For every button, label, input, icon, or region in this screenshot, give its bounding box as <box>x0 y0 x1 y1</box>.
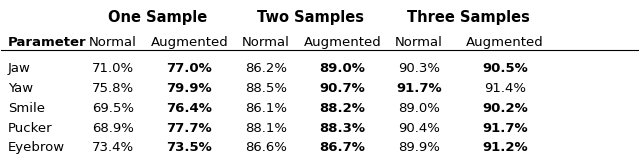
Text: 79.9%: 79.9% <box>166 82 212 95</box>
Text: 88.1%: 88.1% <box>245 122 287 135</box>
Text: 91.4%: 91.4% <box>484 82 526 95</box>
Text: Normal: Normal <box>242 36 290 49</box>
Text: 91.2%: 91.2% <box>482 141 527 154</box>
Text: 86.1%: 86.1% <box>245 102 287 115</box>
Text: 68.9%: 68.9% <box>92 122 134 135</box>
Text: Augmented: Augmented <box>303 36 381 49</box>
Text: Augmented: Augmented <box>150 36 228 49</box>
Text: One Sample: One Sample <box>108 10 207 25</box>
Text: 89.0%: 89.0% <box>398 102 440 115</box>
Text: 89.9%: 89.9% <box>398 141 440 154</box>
Text: 90.2%: 90.2% <box>482 102 527 115</box>
Text: 86.7%: 86.7% <box>319 141 365 154</box>
Text: 77.0%: 77.0% <box>166 62 212 75</box>
Text: Normal: Normal <box>395 36 443 49</box>
Text: 88.2%: 88.2% <box>319 102 365 115</box>
Text: 91.7%: 91.7% <box>396 82 442 95</box>
Text: 88.5%: 88.5% <box>245 82 287 95</box>
Text: 76.4%: 76.4% <box>166 102 212 115</box>
Text: 86.2%: 86.2% <box>245 62 287 75</box>
Text: Normal: Normal <box>89 36 137 49</box>
Text: 90.7%: 90.7% <box>319 82 365 95</box>
Text: 73.5%: 73.5% <box>166 141 212 154</box>
Text: 86.6%: 86.6% <box>245 141 287 154</box>
Text: Eyebrow: Eyebrow <box>8 141 65 154</box>
Text: Jaw: Jaw <box>8 62 31 75</box>
Text: 69.5%: 69.5% <box>92 102 134 115</box>
Text: 75.8%: 75.8% <box>92 82 134 95</box>
Text: Pucker: Pucker <box>8 122 52 135</box>
Text: Yaw: Yaw <box>8 82 33 95</box>
Text: 90.3%: 90.3% <box>398 62 440 75</box>
Text: Three Samples: Three Samples <box>406 10 529 25</box>
Text: Augmented: Augmented <box>466 36 543 49</box>
Text: 91.7%: 91.7% <box>482 122 527 135</box>
Text: 90.5%: 90.5% <box>482 62 527 75</box>
Text: 77.7%: 77.7% <box>166 122 212 135</box>
Text: 90.4%: 90.4% <box>398 122 440 135</box>
Text: 89.0%: 89.0% <box>319 62 365 75</box>
Text: 88.3%: 88.3% <box>319 122 365 135</box>
Text: 73.4%: 73.4% <box>92 141 134 154</box>
Text: 71.0%: 71.0% <box>92 62 134 75</box>
Text: Two Samples: Two Samples <box>257 10 364 25</box>
Text: Smile: Smile <box>8 102 45 115</box>
Text: Parameter: Parameter <box>8 36 86 49</box>
